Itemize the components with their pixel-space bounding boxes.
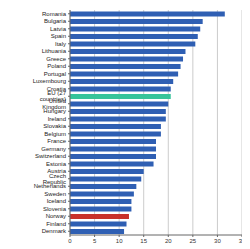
svg-text:30: 30 [214, 238, 221, 244]
svg-text:Slovakia: Slovakia [43, 123, 66, 129]
svg-text:5: 5 [93, 238, 97, 244]
svg-text:Spain: Spain [51, 33, 66, 39]
svg-text:Iceland: Iceland [47, 198, 66, 204]
svg-text:35: 35 [239, 238, 242, 244]
svg-text:Belgium: Belgium [44, 131, 66, 137]
svg-text:Slovenia: Slovenia [43, 206, 67, 212]
svg-text:Sweden: Sweden [44, 191, 66, 197]
svg-text:20: 20 [165, 238, 172, 244]
svg-text:Denmark: Denmark [42, 228, 67, 234]
svg-text:0: 0 [68, 238, 72, 244]
svg-text:Portugal: Portugal [44, 71, 66, 77]
svg-text:Italy: Italy [55, 41, 66, 47]
svg-text:Norway: Norway [46, 213, 66, 219]
svg-text:Estonia: Estonia [46, 161, 67, 167]
svg-text:Greece: Greece [46, 56, 66, 62]
svg-text:Romania: Romania [42, 11, 67, 17]
svg-text:Luxembourg: Luxembourg [33, 78, 66, 84]
svg-text:Netherlands: Netherlands [34, 183, 66, 189]
svg-text:Finland: Finland [46, 221, 66, 227]
svg-text:10: 10 [116, 238, 123, 244]
svg-text:Latvia: Latvia [50, 26, 67, 32]
svg-text:France: France [47, 138, 66, 144]
svg-text:Germany: Germany [41, 146, 66, 152]
svg-text:Lithuania: Lithuania [42, 48, 67, 54]
svg-text:Bulgaria: Bulgaria [44, 18, 67, 24]
svg-text:15: 15 [140, 238, 147, 244]
svg-text:Switzerland: Switzerland [35, 153, 66, 159]
svg-text:Poland: Poland [47, 63, 66, 69]
svg-text:25: 25 [190, 238, 197, 244]
svg-text:Hungary: Hungary [43, 108, 66, 114]
svg-text:Ireland: Ireland [48, 116, 66, 122]
